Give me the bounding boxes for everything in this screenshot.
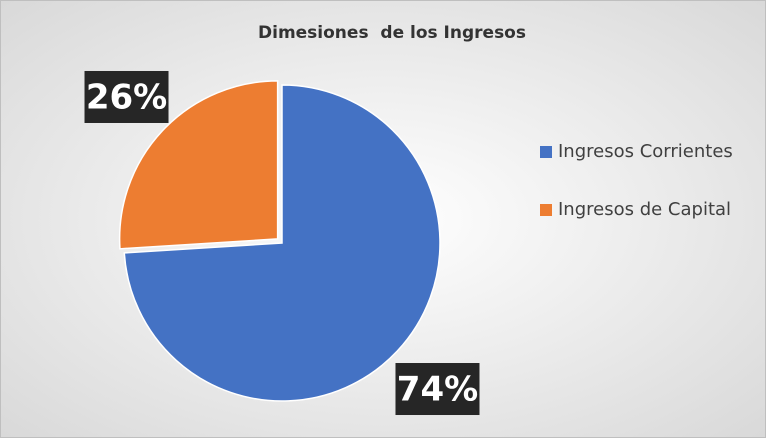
pie-slice: [118, 80, 279, 250]
legend-swatch: [540, 204, 552, 216]
data-label-box: [395, 363, 480, 416]
data-label: 74%: [397, 370, 478, 410]
legend-swatch: [540, 146, 552, 158]
data-label-box: [84, 70, 169, 123]
chart-title: Dimesiones de los Ingresos: [258, 23, 526, 43]
pie-slice: [123, 84, 441, 402]
legend-label: Ingresos Corrientes: [558, 141, 733, 162]
legend-label: Ingresos de Capital: [558, 199, 731, 220]
data-label: 26%: [86, 77, 167, 117]
